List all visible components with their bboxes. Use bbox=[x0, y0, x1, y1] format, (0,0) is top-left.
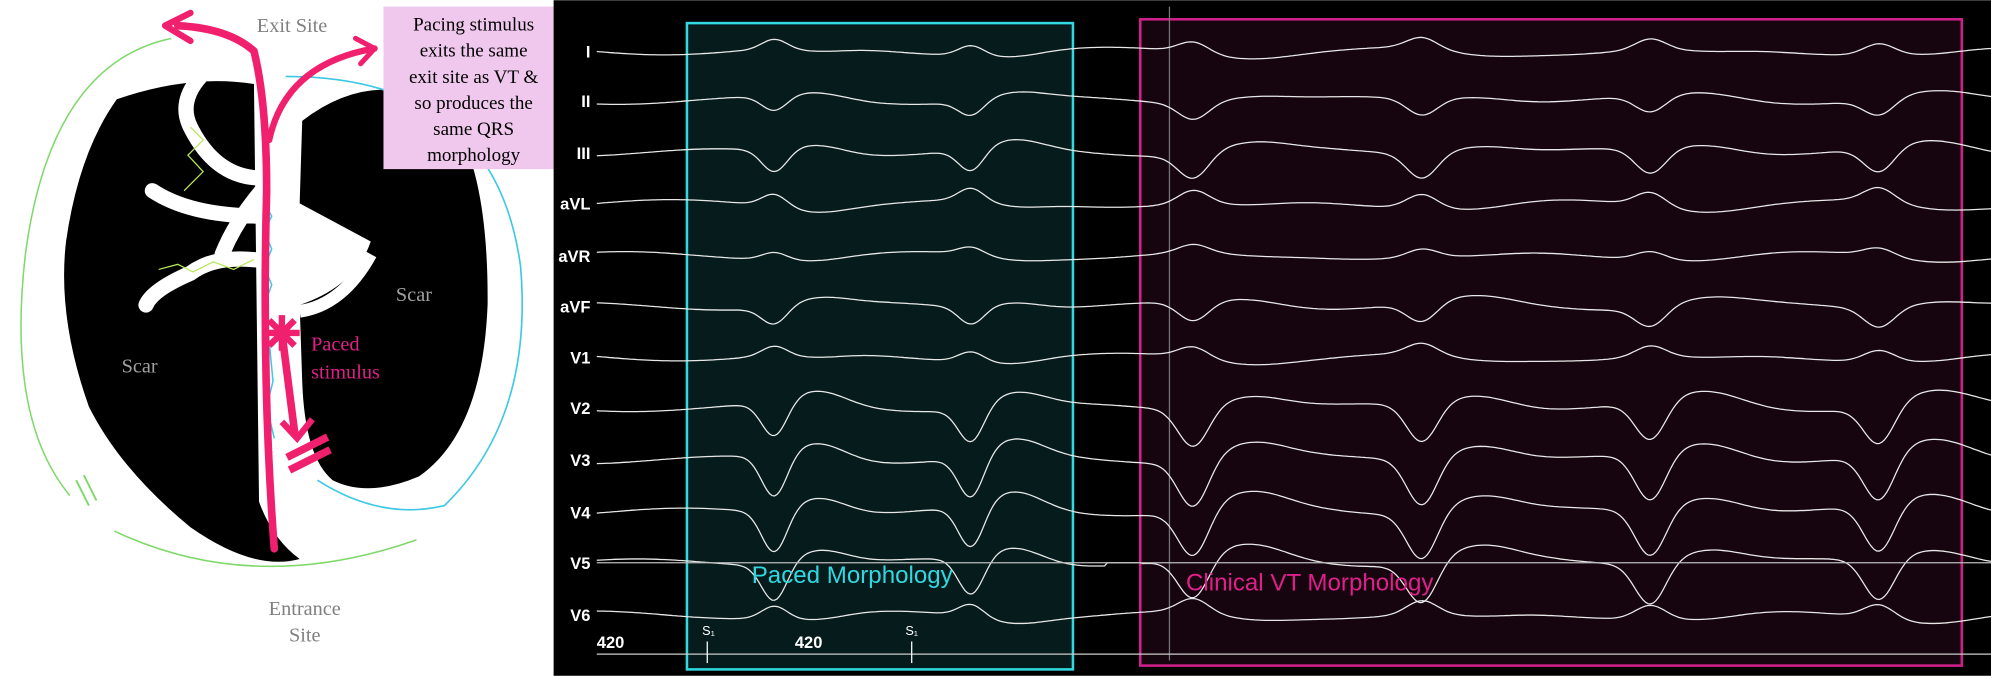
ecg-trace bbox=[596, 490, 1991, 560]
lead-label: III bbox=[577, 145, 591, 163]
scar-label: Scar bbox=[122, 355, 158, 377]
paced-stimulus-label: stimulus bbox=[311, 362, 380, 384]
axis-label: 420 bbox=[795, 634, 823, 652]
arrowhead bbox=[279, 417, 315, 444]
lead-label: aVR bbox=[558, 248, 590, 266]
ecg-trace bbox=[596, 186, 1991, 213]
paced-stimulus-label: Paced bbox=[311, 334, 359, 356]
entrance-site-label: Entrance bbox=[269, 598, 341, 620]
ecg-trace bbox=[596, 139, 1991, 179]
note-line: exits the same bbox=[420, 41, 528, 62]
diagram-text: Exit Site Scar Scar Paced stimulus Entra… bbox=[122, 15, 433, 646]
paced-morphology-label: Paced Morphology bbox=[752, 562, 953, 589]
vt-morphology-label: Clinical VT Morphology bbox=[1186, 570, 1433, 597]
pacing-star bbox=[264, 315, 300, 351]
lead-label: V1 bbox=[570, 349, 590, 367]
scar-label: Scar bbox=[396, 284, 432, 306]
ecg-text: Paced Morphology Clinical VT Morphology … bbox=[597, 562, 1434, 652]
stim-label: S₁ bbox=[905, 624, 918, 638]
arrowhead bbox=[352, 35, 378, 67]
scar-left-shape bbox=[64, 81, 300, 562]
note-line: same QRS bbox=[433, 119, 514, 140]
note-text: Pacing stimulus exits the same exit site a… bbox=[409, 15, 539, 166]
arrowhead bbox=[161, 9, 194, 45]
axis-label: 420 bbox=[597, 634, 625, 652]
lead-label: aVF bbox=[560, 299, 590, 317]
exit-arrow bbox=[266, 45, 378, 144]
lead-label: V4 bbox=[570, 504, 591, 522]
exit-site-label: Exit Site bbox=[257, 15, 327, 37]
lead-label: I bbox=[586, 43, 591, 61]
circuit-diagram bbox=[20, 6, 566, 568]
scar-right-shape bbox=[299, 89, 488, 489]
block-mark bbox=[75, 474, 98, 507]
ecg-trace bbox=[596, 243, 1991, 263]
paced-box bbox=[685, 21, 1075, 671]
block-mark bbox=[285, 433, 332, 474]
lead-label: II bbox=[581, 93, 590, 111]
lead-label: aVL bbox=[560, 196, 590, 214]
pathway bbox=[158, 126, 255, 273]
lead-label: V2 bbox=[570, 400, 590, 418]
ecg-trace bbox=[596, 90, 1991, 120]
ecg-trace bbox=[596, 389, 1991, 447]
ecg-trace bbox=[596, 294, 1991, 328]
entrance-site-label: Site bbox=[289, 624, 321, 646]
exit-arrow bbox=[173, 21, 279, 553]
ecg-trace bbox=[596, 36, 1991, 60]
pathway bbox=[20, 37, 172, 496]
lead-label: V3 bbox=[570, 452, 590, 470]
lead-label: V5 bbox=[570, 555, 590, 573]
ecg-traces bbox=[596, 36, 1991, 664]
note-line: Pacing stimulus bbox=[413, 15, 534, 36]
ecg-trace bbox=[596, 597, 1991, 625]
stim-label: S₁ bbox=[702, 624, 715, 638]
lead-label: V6 bbox=[570, 607, 590, 625]
vt-box bbox=[1138, 18, 1964, 667]
pathway bbox=[113, 530, 417, 568]
note-box bbox=[383, 6, 566, 170]
channel bbox=[298, 251, 377, 318]
note-line: morphology bbox=[427, 145, 521, 166]
note-line: so produces the bbox=[414, 93, 532, 114]
ecg-trace bbox=[596, 342, 1991, 366]
ecg-trace bbox=[596, 438, 1991, 507]
ecg-trace bbox=[596, 543, 1991, 605]
note-line: exit site as VT & bbox=[409, 67, 539, 88]
